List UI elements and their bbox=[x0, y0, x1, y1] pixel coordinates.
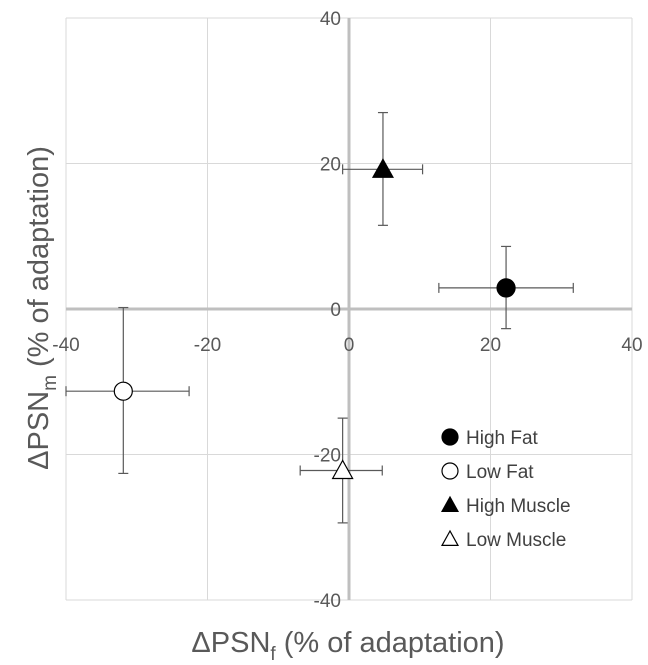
point-low-muscle bbox=[331, 459, 354, 480]
x-tick-label: -40 bbox=[52, 335, 79, 356]
legend-marker-high-muscle bbox=[440, 495, 460, 512]
y-tick-label: -20 bbox=[314, 446, 341, 467]
legend-label-low-muscle: Low Muscle bbox=[466, 530, 566, 551]
legend-label-low-fat: Low Fat bbox=[466, 462, 534, 483]
y-tick-label: 0 bbox=[330, 300, 341, 321]
axes bbox=[66, 18, 632, 600]
point-high-fat bbox=[496, 278, 516, 298]
x-axis-title-main: ΔPSN bbox=[191, 627, 270, 659]
legend-marker-low-muscle bbox=[440, 529, 460, 547]
tick-labels: -40 -20 0 20 40 -40 -20 0 20 40 bbox=[52, 9, 642, 612]
point-low-fat bbox=[113, 381, 133, 401]
y-axis-title-main: ΔPSN bbox=[23, 391, 55, 470]
x-axis-title-subscript: f bbox=[270, 644, 276, 665]
x-tick-label: 0 bbox=[344, 335, 355, 356]
legend-label-high-muscle: High Muscle bbox=[466, 496, 571, 517]
y-tick-label: 40 bbox=[320, 9, 341, 30]
x-axis-title: ΔPSNf (% of adaptation) bbox=[191, 627, 504, 665]
y-axis-title-tail: (% of adaptation) bbox=[23, 146, 55, 375]
legend-label-high-fat: High Fat bbox=[466, 428, 539, 449]
legend-marker-high-fat bbox=[441, 428, 459, 446]
y-axis-title-subscript: m bbox=[40, 375, 61, 391]
x-tick-label: -20 bbox=[194, 335, 221, 356]
legend-marker-low-fat bbox=[441, 462, 459, 480]
x-axis-title-tail: (% of adaptation) bbox=[276, 627, 505, 659]
data-points bbox=[113, 158, 516, 480]
x-tick-label: 20 bbox=[480, 335, 501, 356]
y-axis-title: ΔPSNm (% of adaptation) bbox=[23, 146, 61, 470]
y-tick-label: -40 bbox=[314, 591, 341, 612]
legend: High Fat Low Fat High Muscle Low Muscle bbox=[440, 428, 571, 551]
y-tick-label: 20 bbox=[320, 155, 341, 176]
point-high-muscle bbox=[371, 158, 394, 178]
x-tick-label: 40 bbox=[621, 335, 642, 356]
